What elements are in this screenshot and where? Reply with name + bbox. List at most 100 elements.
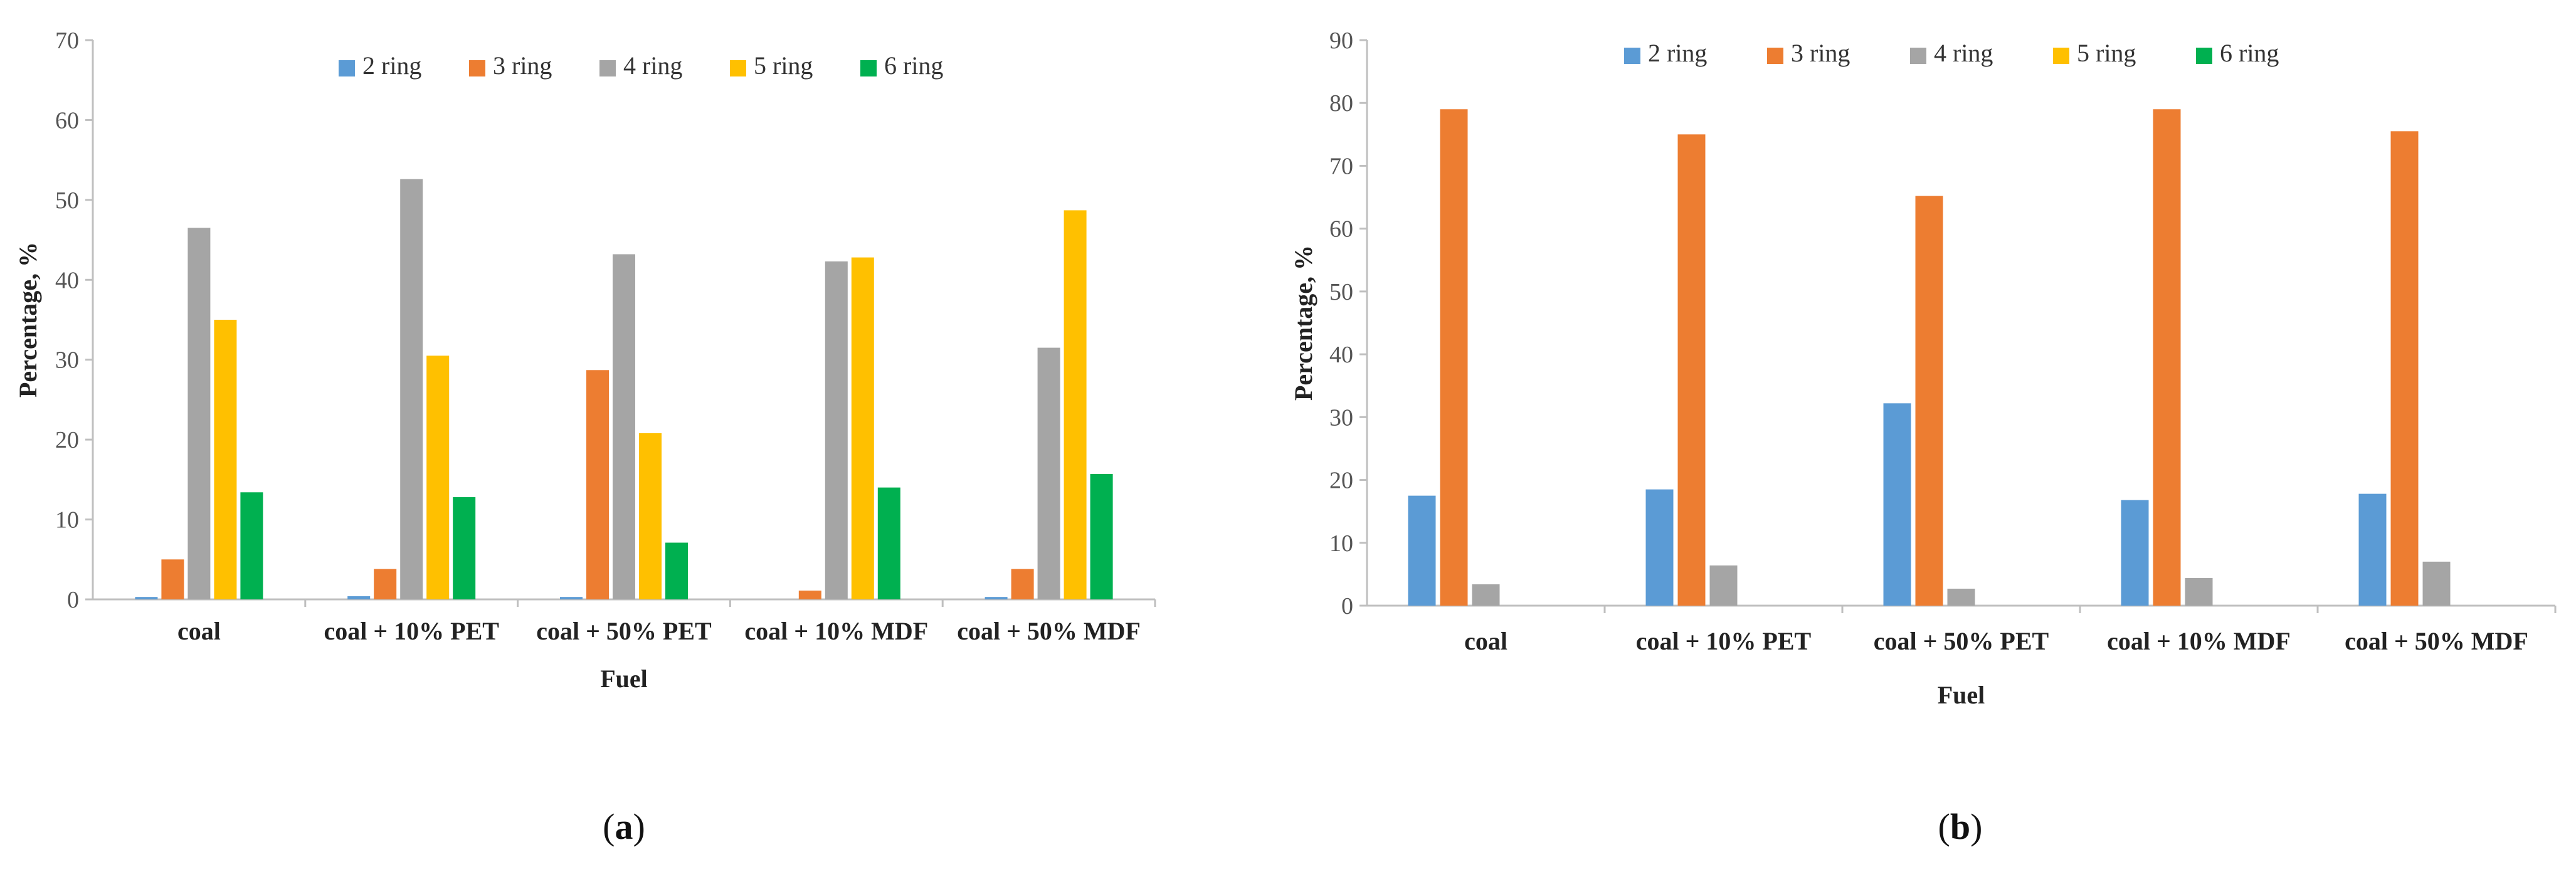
bar-4-ring-5 xyxy=(1037,347,1060,599)
bar-5-ring-1 xyxy=(214,320,237,599)
legend: 2 ring 3 ring 4 ring 5 ring 6 ring xyxy=(339,51,943,80)
bar-3-ring-5 xyxy=(1011,569,1034,599)
y-tick-label: 30 xyxy=(55,347,79,374)
bar-6-ring-1 xyxy=(240,492,263,599)
bar-6-ring-3 xyxy=(665,542,688,599)
panel-label-open-paren: ( xyxy=(1938,806,1950,847)
bar-4-ring-3 xyxy=(613,254,635,600)
panel-label-letter: a xyxy=(615,806,633,847)
legend-label-6-ring: 6 ring xyxy=(2220,39,2279,67)
y-tick-label: 50 xyxy=(1329,279,1353,305)
bar-4-ring-2 xyxy=(400,179,423,599)
y-tick-label: 60 xyxy=(55,107,79,134)
y-axis-title: Percentage, % xyxy=(14,242,42,397)
y-tick-label: 0 xyxy=(67,587,79,613)
bar-2-ring-5 xyxy=(2358,493,2387,606)
legend-label-4-ring: 4 ring xyxy=(1934,39,1993,67)
y-tick-label: 40 xyxy=(1329,342,1353,368)
bar-3-ring-1 xyxy=(161,559,184,599)
legend-swatch-3-ring xyxy=(1767,48,1783,64)
chart-panel-a: 0 10 20 30 40 50 60 70 coal coal + 10% PET coal + … xyxy=(14,28,1156,847)
legend-label-6-ring: 6 ring xyxy=(884,51,943,80)
bar-3-ring-2 xyxy=(1677,134,1706,606)
bar-3-ring-5 xyxy=(2390,131,2419,606)
bar-4-ring-1 xyxy=(1472,584,1500,606)
bar-2-ring-3 xyxy=(560,597,583,599)
bar-3-ring-3 xyxy=(1915,196,1943,606)
bar-5-ring-4 xyxy=(851,257,874,599)
bar-2-ring-3 xyxy=(1883,403,1911,606)
y-axis-title: Percentage, % xyxy=(1289,245,1317,401)
y-tick-label: 50 xyxy=(55,187,79,214)
bar-2-ring-4 xyxy=(2121,500,2149,606)
x-category-label: coal + 50% MDF xyxy=(2345,627,2528,655)
legend-swatch-2-ring xyxy=(339,60,355,76)
x-axis-title: Fuel xyxy=(1938,681,1985,709)
bar-3-ring-1 xyxy=(1440,109,1468,606)
bar-4-ring-3 xyxy=(1947,588,1975,606)
y-tick-label: 10 xyxy=(1329,530,1353,557)
bar-4-ring-2 xyxy=(1709,565,1738,606)
legend-label-2-ring: 2 ring xyxy=(362,51,421,80)
bar-6-ring-4 xyxy=(877,487,900,599)
panel-label: (b) xyxy=(1938,806,1983,847)
bar-2-ring-2 xyxy=(347,596,371,599)
y-tick-label: 70 xyxy=(1329,153,1353,179)
panel-label-open-paren: ( xyxy=(603,806,615,847)
y-tick-label: 10 xyxy=(55,507,79,534)
bar-5-ring-3 xyxy=(639,433,662,599)
bar-6-ring-5 xyxy=(1090,473,1113,599)
y-tick-label: 70 xyxy=(55,28,79,54)
bar-3-ring-4 xyxy=(2153,109,2181,606)
bar-3-ring-2 xyxy=(374,569,397,599)
x-category-label: coal xyxy=(1464,627,1507,655)
bar-5-ring-5 xyxy=(1064,210,1087,599)
bar-5-ring-2 xyxy=(426,355,450,599)
legend-label-4-ring: 4 ring xyxy=(623,51,682,80)
bar-2-ring-5 xyxy=(984,597,1008,599)
x-category-label: coal + 50% MDF xyxy=(957,617,1141,645)
y-tick-label: 60 xyxy=(1329,216,1353,243)
legend-swatch-5-ring xyxy=(730,60,746,76)
y-tick-label: 90 xyxy=(1329,28,1353,54)
bar-2-ring-1 xyxy=(1408,495,1436,606)
legend-label-2-ring: 2 ring xyxy=(1648,39,1707,67)
y-tick-label: 0 xyxy=(1341,593,1353,619)
bar-4-ring-1 xyxy=(187,228,211,599)
x-category-label: coal + 10% MDF xyxy=(744,617,928,645)
panel-label-close-paren: ) xyxy=(633,806,645,847)
legend-label-3-ring: 3 ring xyxy=(493,51,552,80)
x-category-label: coal + 10% PET xyxy=(324,617,499,645)
legend-swatch-3-ring xyxy=(469,60,485,76)
x-category-label: coal + 50% PET xyxy=(1874,627,2049,655)
bar-3-ring-3 xyxy=(586,370,609,599)
bar-4-ring-4 xyxy=(2185,577,2213,606)
bar-3-ring-4 xyxy=(798,590,821,599)
y-tick-label: 80 xyxy=(1329,90,1353,117)
bar-4-ring-5 xyxy=(2422,561,2451,606)
panel-label-close-paren: ) xyxy=(1970,806,1982,847)
legend-label-5-ring: 5 ring xyxy=(2077,39,2136,67)
x-category-label: coal + 50% PET xyxy=(536,617,712,645)
legend-swatch-4-ring xyxy=(599,60,616,76)
panel-label: (a) xyxy=(603,806,645,847)
y-tick-label: 20 xyxy=(1329,468,1353,494)
x-category-label: coal xyxy=(177,617,221,645)
legend-label-5-ring: 5 ring xyxy=(754,51,813,80)
chart-panel-b: 0 10 20 30 40 50 60 70 80 90 coal coal + 10% PET coa… xyxy=(1289,28,2557,847)
bar-6-ring-2 xyxy=(453,497,476,599)
bar-4-ring-4 xyxy=(825,261,848,599)
y-tick-label: 40 xyxy=(55,267,79,293)
x-category-label: coal + 10% PET xyxy=(1636,627,1812,655)
x-axis-title: Fuel xyxy=(600,665,648,693)
panel-label-letter: b xyxy=(1950,806,1970,847)
legend-swatch-6-ring xyxy=(2196,48,2212,64)
x-category-label: coal + 10% MDF xyxy=(2107,627,2291,655)
legend-label-3-ring: 3 ring xyxy=(1791,39,1850,67)
legend-swatch-4-ring xyxy=(1910,48,1926,64)
legend: 2 ring 3 ring 4 ring 5 ring 6 ring xyxy=(1624,39,2279,67)
bar-2-ring-1 xyxy=(135,597,158,599)
legend-swatch-5-ring xyxy=(2053,48,2069,64)
y-tick-label: 30 xyxy=(1329,404,1353,431)
